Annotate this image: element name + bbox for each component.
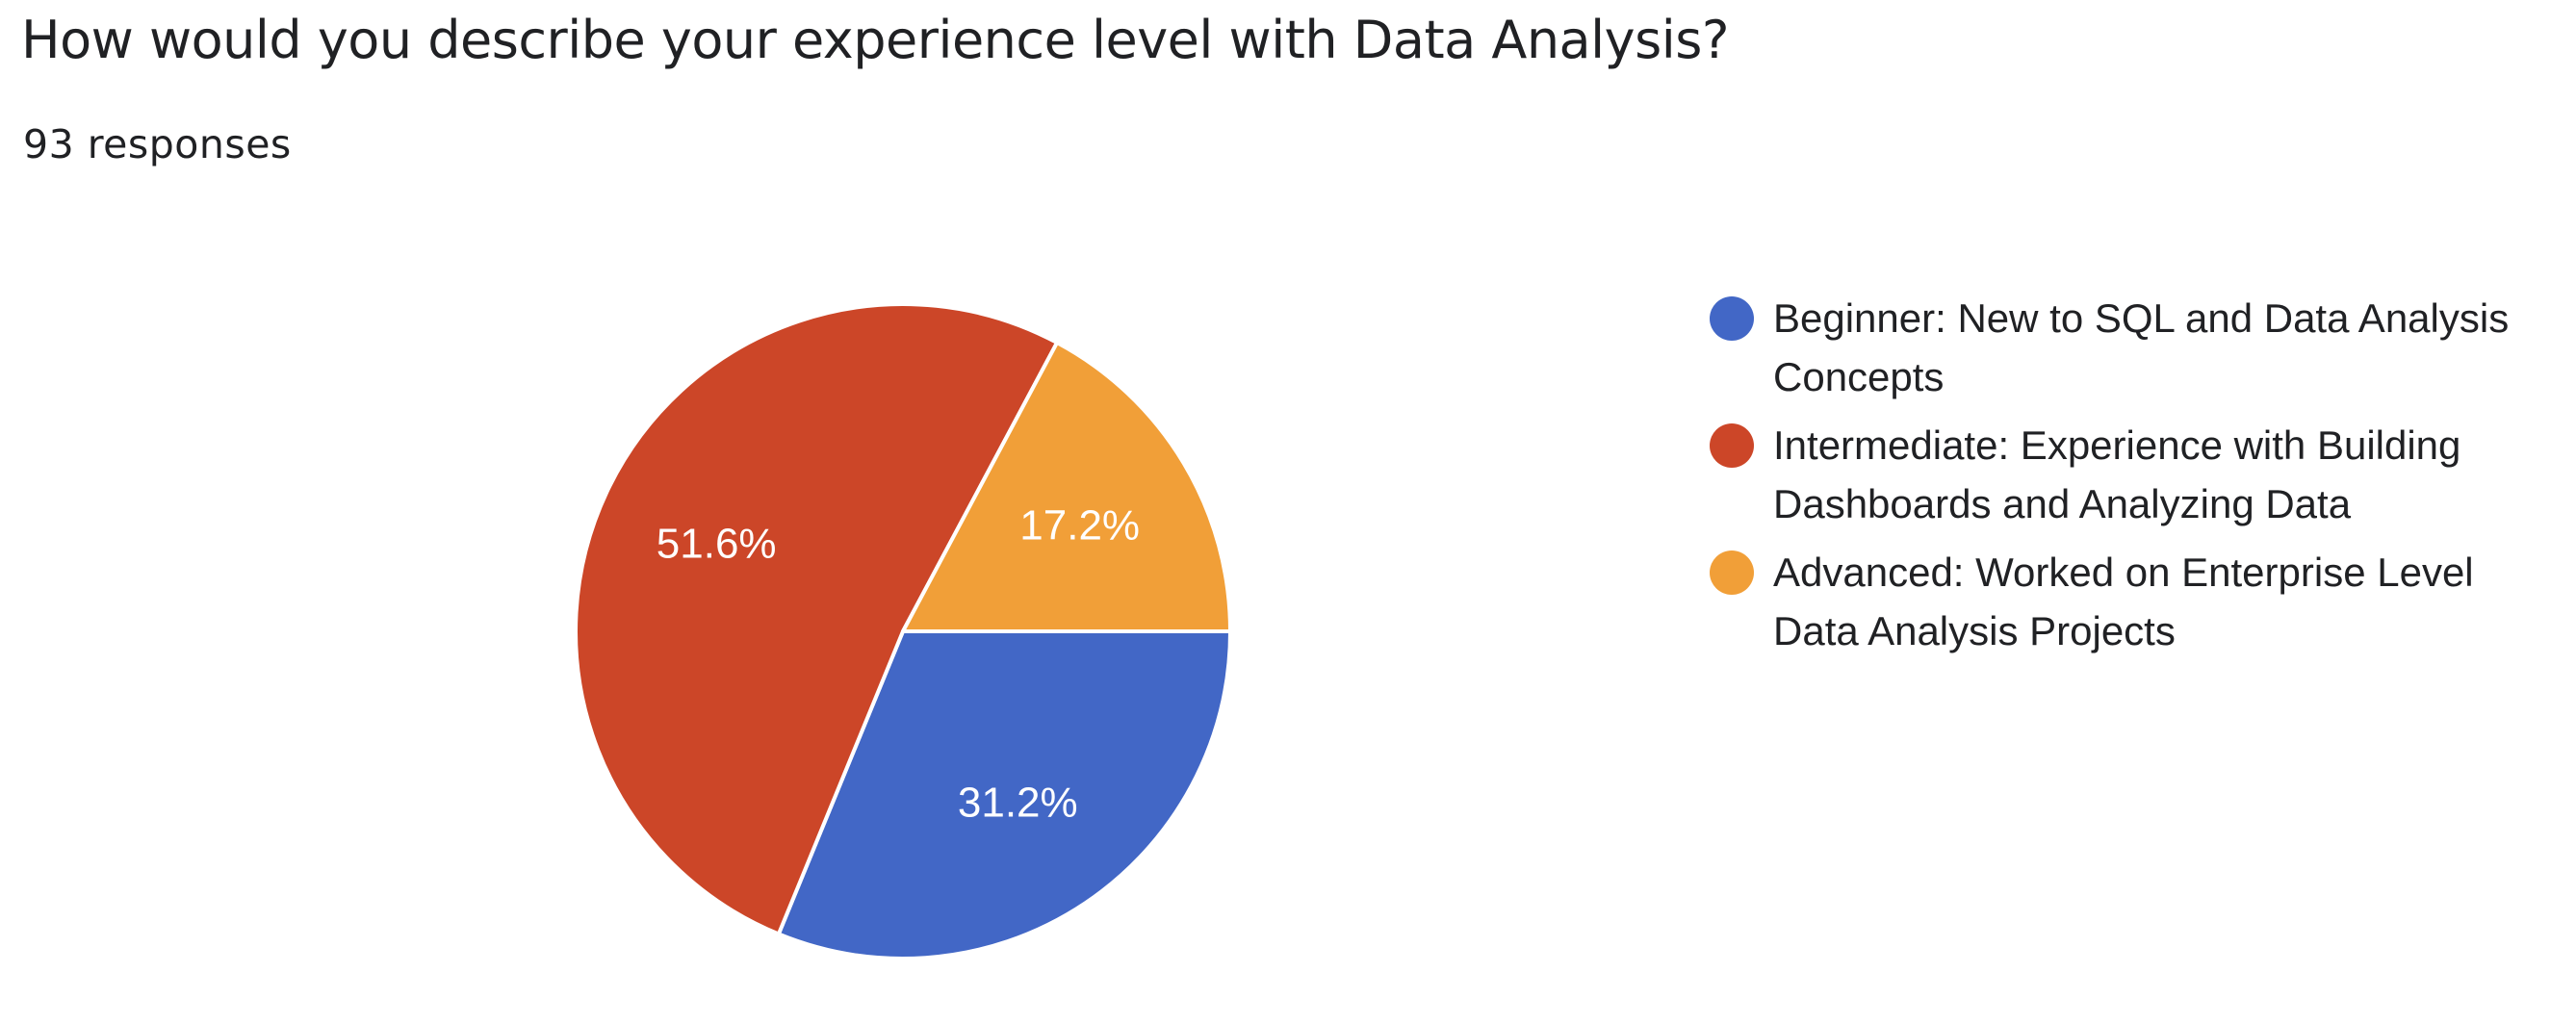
legend-item-beginner[interactable]: Beginner: New to SQL and Data Analysis C… [1704,289,2551,406]
pie-slice-intermediate[interactable] [574,302,1060,936]
legend-label-beginner: Beginner: New to SQL and Data Analysis C… [1773,295,2510,399]
legend-label-intermediate: Intermediate: Experience with Building D… [1773,422,2461,526]
pie-chart: 31.2% 51.6% 17.2% [574,302,1232,960]
pie-label-beginner: 31.2% [958,779,1078,826]
pie-slice-beginner[interactable] [776,629,1232,960]
legend-item-advanced[interactable]: Advanced: Worked on Enterprise Level Dat… [1704,543,2551,660]
pie-label-intermediate: 51.6% [657,520,777,567]
pie-label-advanced: 17.2% [1019,501,1140,549]
legend-item-intermediate[interactable]: Intermediate: Experience with Building D… [1704,416,2551,533]
legend-swatch-beginner [1710,296,1754,341]
question-title: How would you describe your experience l… [21,10,1730,70]
legend-swatch-advanced [1710,550,1754,595]
chart-legend: Beginner: New to SQL and Data Analysis C… [1704,289,2551,670]
pie-slice-advanced[interactable] [901,341,1232,633]
legend-label-advanced: Advanced: Worked on Enterprise Level Dat… [1773,550,2474,653]
response-count: 93 responses [23,121,292,167]
legend-swatch-intermediate [1710,423,1754,468]
